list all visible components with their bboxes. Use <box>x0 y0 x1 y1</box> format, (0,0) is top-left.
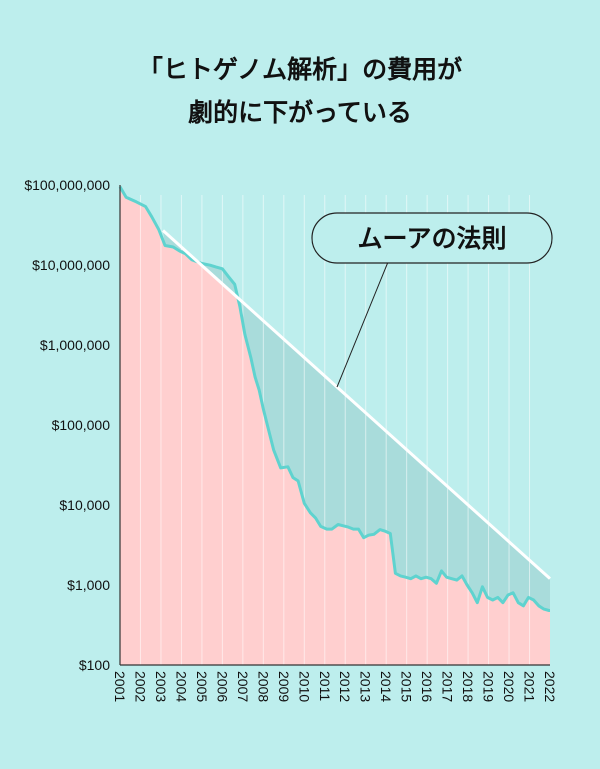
chart-title: 「ヒトゲノム解析」の費用が 劇的に下がっている <box>0 48 600 134</box>
title-line-2: 劇的に下がっている <box>188 98 412 127</box>
x-tick-label: 2013 <box>358 671 374 702</box>
x-tick-labels: 2001 2002 2003 2004 2005 2006 2007 2008 2009 2010… <box>112 671 558 702</box>
x-tick-label: 2016 <box>419 671 435 702</box>
x-tick-label: 2008 <box>255 671 271 702</box>
x-tick-label: 2014 <box>378 671 394 702</box>
x-tick-label: 2015 <box>399 671 415 702</box>
y-tick-label: $100,000,000 <box>24 177 110 193</box>
x-tick-label: 2020 <box>501 671 517 702</box>
y-tick-label: $1,000 <box>67 577 110 593</box>
x-tick-label: 2012 <box>337 671 353 702</box>
x-tick-label: 2006 <box>214 671 230 702</box>
moore-callout-label: ムーアの法則 <box>357 224 506 253</box>
moore-law-line <box>161 229 552 580</box>
x-tick-label: 2007 <box>235 671 251 702</box>
chart-areas <box>120 186 550 665</box>
y-tick-label: $10,000,000 <box>32 257 110 273</box>
moore-law-callout: ムーアの法則 <box>311 212 553 388</box>
title-line-1: 「ヒトゲノム解析」の費用が <box>137 55 463 84</box>
x-tick-label: 2011 <box>317 671 333 701</box>
cost-area <box>120 186 550 665</box>
y-tick-label: $1,000,000 <box>40 337 110 353</box>
x-tick-label: 2004 <box>173 671 189 702</box>
chart-axes <box>119 185 550 666</box>
x-tick-label: 2017 <box>440 671 456 702</box>
x-tick-label: 2002 <box>133 671 149 702</box>
x-tick-label: 2022 <box>542 671 558 702</box>
x-tick-label: 2021 <box>522 671 538 702</box>
x-tick-label: 2005 <box>194 671 210 702</box>
x-tick-label: 2001 <box>112 671 128 702</box>
x-tick-label: 2003 <box>153 671 169 702</box>
x-tick-label: 2010 <box>296 671 312 702</box>
cost-line <box>118 185 551 612</box>
moore-gap-area <box>163 230 550 611</box>
moore-callout-leader <box>336 261 389 388</box>
x-tick-label: 2019 <box>481 671 497 702</box>
y-tick-label: $100,000 <box>52 417 111 433</box>
chart-lines <box>118 185 552 612</box>
y-tick-label: $100 <box>79 657 110 673</box>
y-tick-label: $10,000 <box>59 497 110 513</box>
y-tick-labels: $100,000,000 $10,000,000 $1,000,000 $100,00… <box>24 177 110 673</box>
x-tick-label: 2018 <box>460 671 476 702</box>
moore-callout-box <box>311 212 553 264</box>
x-tick-label: 2009 <box>276 671 292 702</box>
